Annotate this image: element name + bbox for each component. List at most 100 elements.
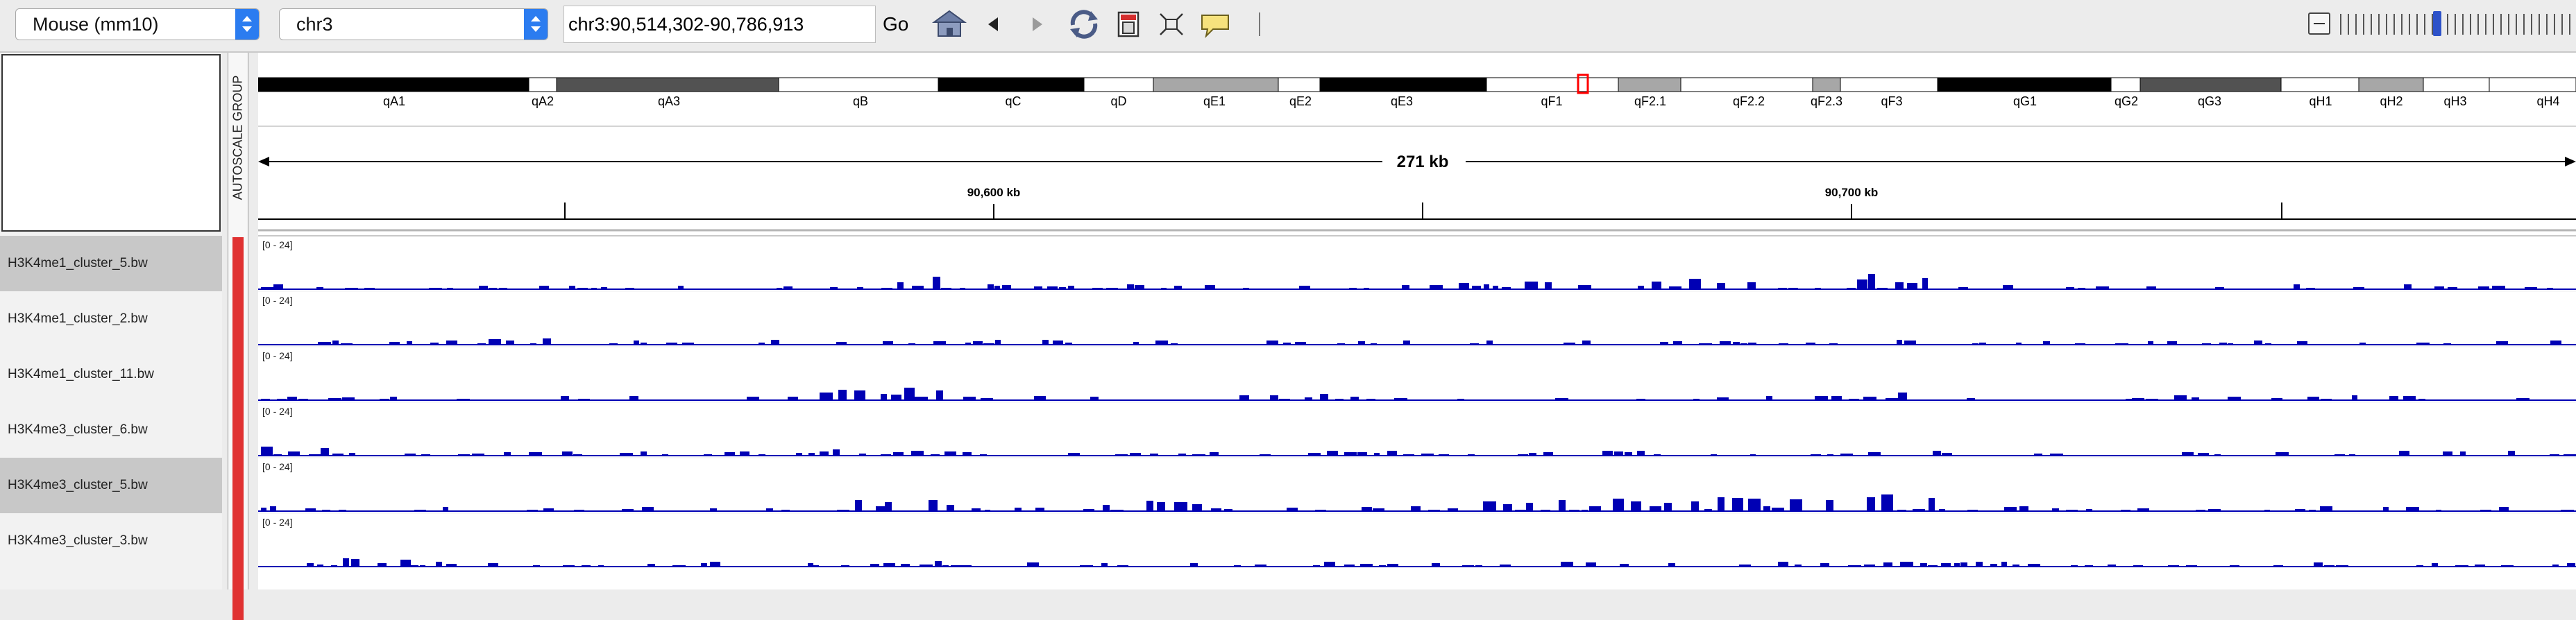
attribute-cells[interactable]	[232, 237, 244, 620]
data-panel-canvas[interactable]: qA1 qA2 qA3 qB qC qD qE1 qE2 qE3 qF1 qF2.1 qF2.2 qF2…	[257, 53, 2576, 589]
signal-bar	[577, 288, 588, 289]
signal-bar	[1795, 565, 1802, 567]
track-name-5[interactable]: H3K4me3_cluster_5.bw	[0, 458, 222, 513]
refresh-icon[interactable]	[1066, 7, 1102, 42]
signal-bar	[2352, 395, 2357, 400]
signal-bar	[1868, 452, 1881, 456]
signal-bar	[1699, 343, 1712, 345]
locus-input[interactable]: chr3:90,514,302-90,786,913	[564, 6, 876, 43]
signal-bar	[1192, 504, 1202, 511]
signal-bar	[2196, 510, 2205, 511]
signal-bar	[574, 510, 584, 511]
signal-bar	[2321, 399, 2332, 400]
track-name-1[interactable]: H3K4me1_cluster_5.bw	[0, 236, 222, 291]
signal-bar	[533, 565, 540, 567]
signal-bar	[1068, 453, 1080, 456]
signal-bar	[1788, 288, 1798, 289]
signal-bar	[740, 451, 749, 456]
zoom-out-button[interactable]	[2308, 12, 2330, 35]
signal-bar	[2228, 343, 2233, 345]
signal-bar	[2309, 510, 2316, 511]
signal-bar	[1763, 506, 1770, 511]
signal-bar	[1561, 562, 1573, 567]
ideogram-label-qA3: qA3	[658, 94, 680, 108]
zoom-thumb[interactable]	[2433, 11, 2441, 36]
signal-bar	[1190, 563, 1198, 567]
signal-bar	[2121, 510, 2130, 511]
attribute-header[interactable]: AUTOSCALE GROUP	[230, 75, 245, 200]
signal-bar	[277, 399, 287, 400]
genome-value: Mouse (mm10)	[33, 14, 159, 35]
signal-bar	[1654, 454, 1661, 456]
signal-bar	[2416, 565, 2423, 567]
signal-bar	[2071, 565, 2078, 567]
track-name-2[interactable]: H3K4me1_cluster_2.bw	[8, 311, 148, 326]
signal-bar	[1371, 343, 1377, 345]
signal-bar	[2404, 284, 2412, 289]
region-of-interest-icon[interactable]	[1115, 7, 1142, 42]
go-button[interactable]: Go	[883, 13, 909, 35]
track-name-3[interactable]: H3K4me1_cluster_11.bw	[8, 367, 154, 381]
ideogram-band-qD	[1083, 77, 1154, 92]
signal-bar	[1047, 286, 1058, 289]
signal-bar	[1373, 508, 1384, 511]
signal-bar	[1829, 343, 1838, 345]
zoom-ticks[interactable]	[2340, 14, 2576, 35]
signal-bar	[1034, 396, 1046, 400]
signal-bar	[539, 286, 549, 289]
resize-icon[interactable]	[1156, 7, 1187, 42]
ideogram-label-qA1: qA1	[383, 94, 405, 108]
signal-bar	[472, 454, 484, 456]
signal-bar	[1255, 565, 1266, 567]
track-name-4[interactable]: H3K4me3_cluster_6.bw	[8, 422, 148, 437]
signal-bar	[2295, 509, 2305, 511]
signal-bar	[1299, 286, 1310, 289]
ideogram-band-qF2.3	[1812, 77, 1841, 92]
popup-text-icon[interactable]	[1198, 7, 1232, 42]
signal-bar	[1638, 286, 1644, 289]
signal-bar	[436, 562, 442, 567]
zoom-widget[interactable]	[2308, 10, 2576, 40]
signal-bar	[1820, 563, 1829, 567]
signal-bar	[1115, 454, 1128, 456]
signal-bar	[1106, 288, 1118, 289]
signal-bar	[1673, 341, 1682, 345]
ideogram-band-qC	[938, 77, 1085, 92]
ideogram-label-qB: qB	[853, 94, 868, 108]
home-icon[interactable]	[931, 7, 967, 42]
signal-bar	[1863, 397, 1876, 400]
signal-bar	[662, 454, 668, 456]
signal-bar	[506, 341, 514, 345]
back-arrow-icon[interactable]	[983, 7, 1003, 42]
forward-arrow-icon[interactable]	[1027, 7, 1048, 42]
signal-bar	[642, 507, 654, 511]
signal-bar	[316, 287, 323, 289]
signal-bar	[1135, 285, 1144, 289]
signal-bar	[1717, 397, 1729, 400]
signal-bar	[1826, 500, 1833, 511]
track-4: [0 - 24]	[258, 406, 2576, 458]
signal-bar	[2475, 565, 2485, 567]
signal-bar	[820, 393, 833, 400]
signal-bar	[351, 559, 359, 567]
track-name-6[interactable]: H3K4me3_cluster_3.bw	[8, 533, 148, 548]
signal-bar	[1525, 282, 1538, 289]
genome-dropdown[interactable]: Mouse (mm10)	[15, 8, 260, 40]
signal-bar	[881, 394, 887, 400]
signal-bar	[2383, 507, 2389, 511]
signal-bar	[1364, 288, 1369, 289]
signal-bar	[378, 563, 387, 567]
signal-bar	[981, 398, 993, 400]
signal-bar	[1848, 565, 1861, 567]
signal-bar	[622, 509, 634, 511]
chromosome-dropdown[interactable]: chr3	[279, 8, 548, 40]
signal-bar	[2186, 565, 2197, 567]
signal-bar	[598, 565, 604, 567]
signal-bar	[2436, 510, 2441, 511]
signal-bar	[1421, 454, 1434, 456]
signal-bar	[2271, 398, 2282, 400]
signal-bar	[870, 564, 879, 567]
signal-bar	[1192, 454, 1205, 456]
signal-bar	[1483, 501, 1496, 511]
signal-bar	[724, 452, 735, 456]
